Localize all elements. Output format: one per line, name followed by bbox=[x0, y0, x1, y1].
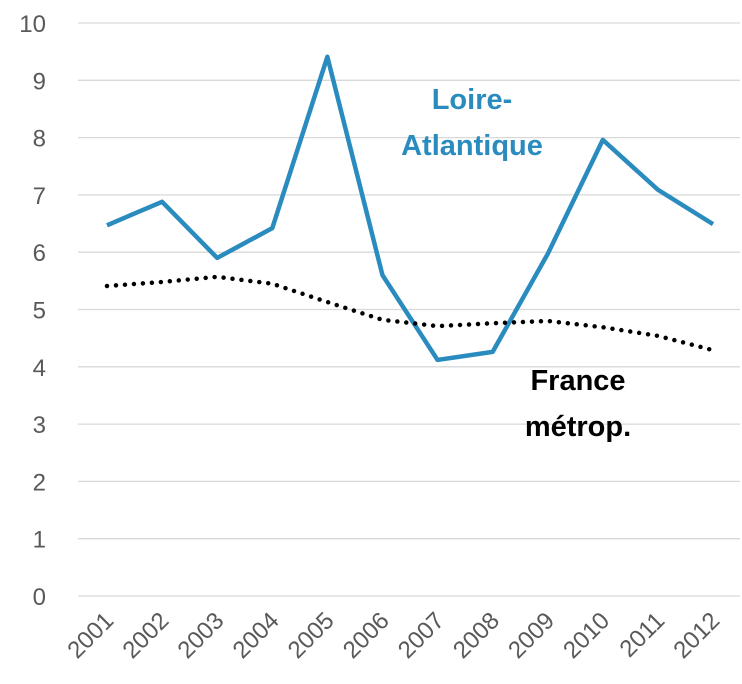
y-tick-label: 9 bbox=[33, 68, 46, 95]
y-tick-label: 1 bbox=[33, 527, 46, 554]
x-tick-label: 2004 bbox=[228, 607, 285, 664]
y-tick-label: 3 bbox=[33, 412, 46, 439]
y-tick-label: 6 bbox=[33, 240, 46, 267]
x-tick-label: 2010 bbox=[558, 607, 615, 664]
x-tick-label: 2002 bbox=[117, 607, 174, 664]
y-tick-label: 7 bbox=[33, 183, 46, 210]
y-tick-label: 5 bbox=[33, 298, 46, 325]
x-tick-label: 2008 bbox=[448, 607, 505, 664]
x-tick-label: 2011 bbox=[615, 607, 671, 663]
x-tick-label: 2007 bbox=[393, 607, 450, 664]
y-tick-label: 2 bbox=[33, 469, 46, 496]
x-tick-label: 2012 bbox=[668, 607, 725, 664]
y-tick-label: 0 bbox=[33, 584, 46, 611]
x-tick-label: 2001 bbox=[62, 607, 119, 664]
y-tick-label: 4 bbox=[33, 355, 46, 382]
y-tick-label: 10 bbox=[19, 11, 46, 38]
series-label: Loire-Atlantique bbox=[401, 84, 543, 162]
x-tick-label: 2003 bbox=[173, 607, 230, 664]
x-tick-label: 2006 bbox=[338, 607, 395, 664]
series-line bbox=[106, 54, 715, 363]
y-tick-label: 8 bbox=[33, 126, 46, 153]
x-tick-label: 2009 bbox=[503, 607, 560, 664]
x-tick-label: 2005 bbox=[283, 607, 340, 664]
series-line bbox=[104, 274, 716, 353]
series-label: France métrop. bbox=[524, 365, 632, 443]
